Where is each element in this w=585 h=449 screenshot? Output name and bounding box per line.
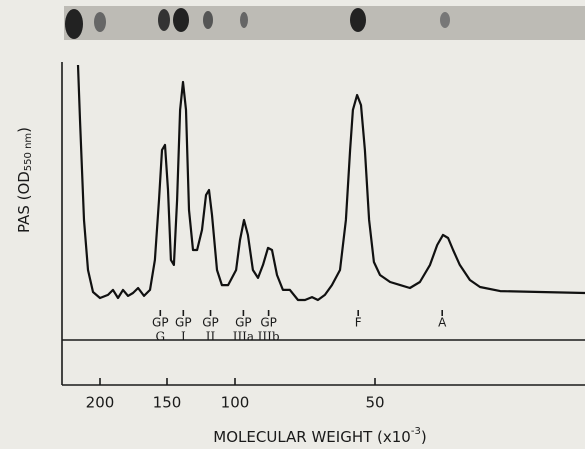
gel-lane	[64, 6, 585, 40]
y-title-text: )	[15, 127, 33, 133]
trace-line	[76, 64, 585, 302]
gel-band	[158, 9, 170, 31]
gel-band	[350, 8, 366, 32]
y-axis-title: PAS (OD550 nm)	[15, 127, 35, 233]
gel-band	[440, 12, 450, 28]
annotation-label: GP	[235, 316, 252, 330]
y-title-text: PAS (OD	[15, 171, 33, 233]
gel-band	[240, 12, 248, 28]
annotation-label: GP	[260, 316, 277, 330]
y-title-subscript: 550 nm	[23, 133, 34, 171]
annotation-sublabel: I	[181, 330, 186, 344]
gel-strip	[64, 6, 585, 40]
x-tick-label: 100	[221, 394, 250, 412]
annotation-label: A	[438, 316, 447, 330]
x-title-text: MOLECULAR WEIGHT (x10	[213, 428, 411, 446]
x-tick-label: 50	[365, 394, 384, 412]
gel-band	[94, 12, 106, 32]
annotation-sublabel: II	[206, 330, 216, 344]
x-title-superscript: -3	[411, 426, 421, 437]
annotation-sublabel: G	[156, 330, 166, 344]
annotation-label: GP	[175, 316, 192, 330]
x-tick-label: 150	[153, 394, 182, 412]
x-tick-label: 200	[86, 394, 115, 412]
annotation-label: F	[355, 316, 362, 330]
annotation-label: GP	[152, 316, 169, 330]
gel-band	[173, 8, 189, 32]
x-axis-title: MOLECULAR WEIGHT (x10-3)	[213, 426, 426, 446]
annotation-sublabel: IIIa	[233, 330, 254, 344]
annotation-label: GP	[202, 316, 219, 330]
annotation-sublabel: IIIb	[258, 330, 280, 344]
gel-band	[65, 9, 83, 39]
x-title-text: )	[421, 428, 427, 446]
gel-band	[203, 11, 213, 29]
